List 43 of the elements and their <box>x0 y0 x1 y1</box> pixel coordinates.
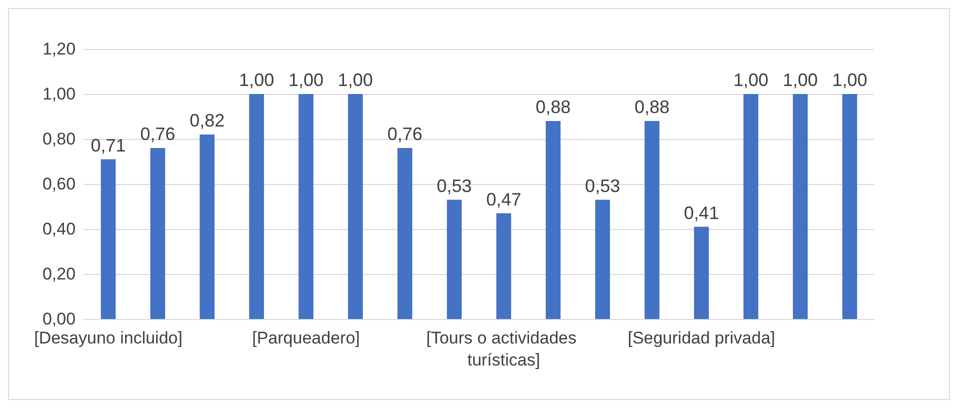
bar <box>644 121 660 319</box>
data-label: 0,76 <box>140 124 176 144</box>
data-label: 1,00 <box>288 70 324 90</box>
data-label: 0,53 <box>585 176 620 196</box>
data-label: 0,71 <box>90 135 126 156</box>
bar <box>496 213 512 319</box>
bar <box>694 226 709 319</box>
y-tick-label: 0,80 <box>42 130 76 148</box>
bar <box>792 94 808 319</box>
data-label: 0,41 <box>684 202 719 223</box>
data-label: 1,00 <box>239 70 274 90</box>
bar <box>446 200 462 319</box>
bar <box>397 148 412 319</box>
y-tick-label: 1,00 <box>42 84 76 104</box>
data-label: 0,53 <box>436 176 472 196</box>
data-label: 0,47 <box>486 189 522 210</box>
bar <box>249 94 264 319</box>
data-label: 1,00 <box>832 70 868 90</box>
y-tick-label: 0,00 <box>42 310 76 328</box>
data-label: 1,00 <box>338 70 373 90</box>
data-label: 0,76 <box>387 124 422 144</box>
data-label: 0,88 <box>536 97 571 117</box>
bar <box>743 94 758 319</box>
bar <box>100 159 116 319</box>
data-label: 0,82 <box>190 110 225 130</box>
x-tick-label: [Tours o actividades turísticas] <box>426 328 582 370</box>
bar <box>348 94 363 319</box>
x-tick-label: [Parqueadero] <box>252 328 360 348</box>
bar <box>298 94 314 319</box>
bar <box>150 148 166 319</box>
y-tick-label: 0,20 <box>42 264 76 284</box>
bar <box>842 94 858 319</box>
bar <box>546 121 561 319</box>
data-label: 0,88 <box>634 97 670 117</box>
y-tick-label: 0,60 <box>42 174 76 194</box>
x-tick-label: [Desayuno incluido] <box>34 328 182 348</box>
y-tick-label: 0,40 <box>42 220 76 238</box>
data-label: 1,00 <box>782 70 818 90</box>
data-label: 1,00 <box>733 70 768 90</box>
x-tick-label: [Seguridad privada] <box>628 328 776 348</box>
bar <box>200 134 215 319</box>
y-tick-label: 1,20 <box>42 40 76 58</box>
bar <box>595 200 610 319</box>
